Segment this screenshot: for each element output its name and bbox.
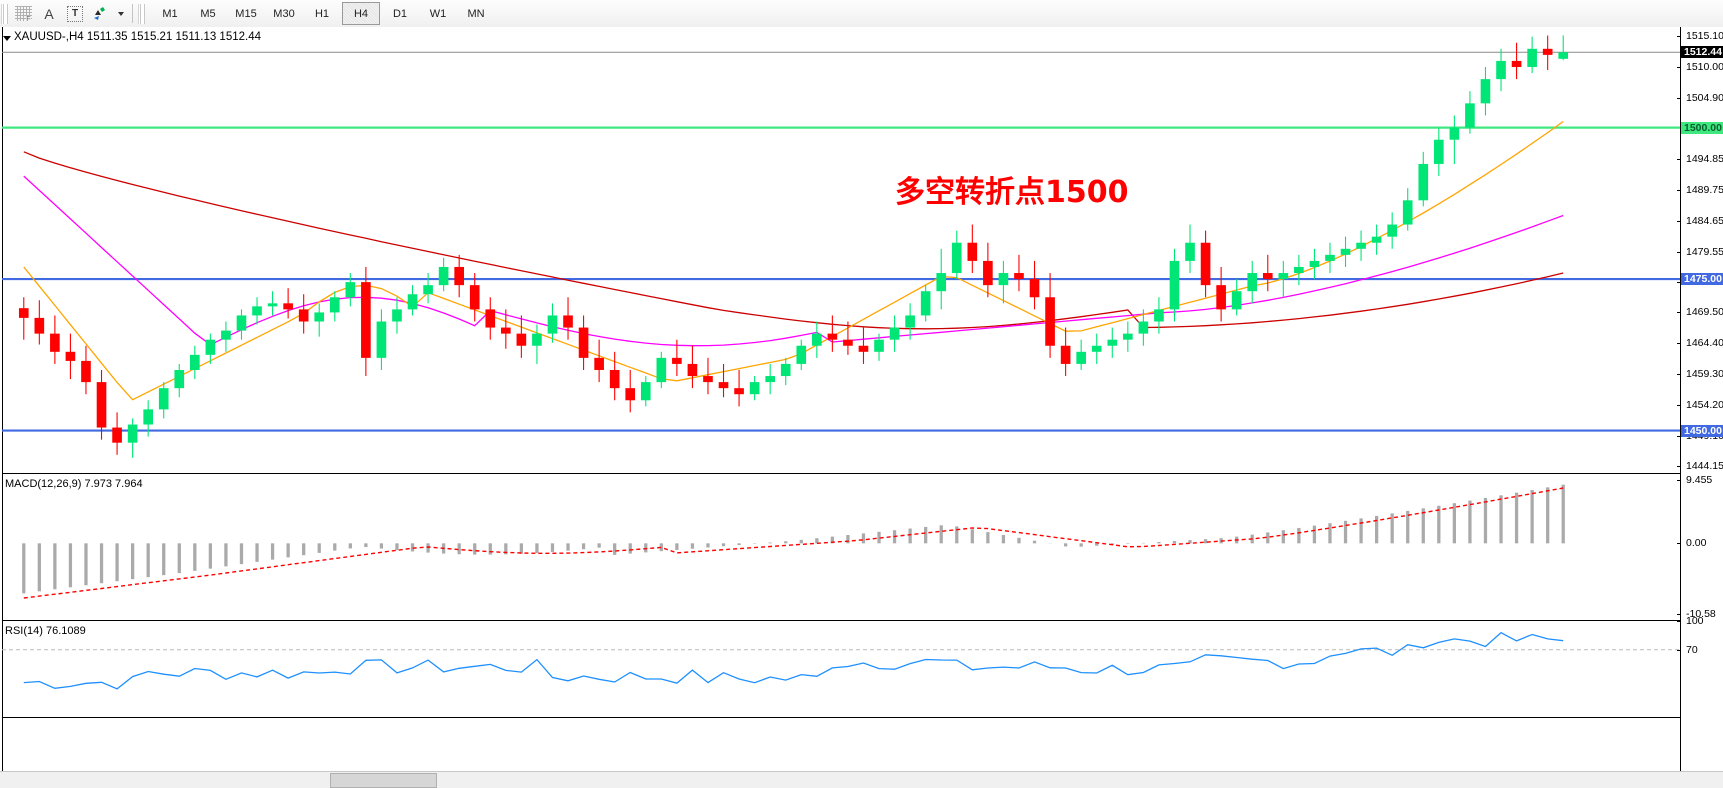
- timeframe-h1[interactable]: H1: [314, 7, 330, 20]
- timeframe-d1[interactable]: D1: [392, 7, 408, 20]
- scrollbar-thumb[interactable]: [330, 773, 437, 788]
- macd-pane-inner: [2, 474, 1681, 620]
- price-tag-black[interactable]: 1512.44: [1681, 46, 1723, 59]
- text-box-icon[interactable]: T: [62, 2, 88, 25]
- price-tick: 1444.15: [1677, 461, 1723, 472]
- price-tag-blue[interactable]: 1475.00: [1681, 273, 1723, 286]
- plot-frame: [2, 27, 1681, 772]
- shapes-dropdown-caret-icon[interactable]: [114, 2, 128, 25]
- toolbar-separator: [132, 4, 133, 23]
- timeframe-mn[interactable]: MN: [467, 7, 485, 20]
- rsi-indicator-label: RSI(14) 76.1089: [5, 625, 86, 637]
- price-pane-inner: [2, 27, 1681, 473]
- chart-annotation-text: 多空转折点1500: [895, 175, 1129, 210]
- timeframe-m1[interactable]: M1: [162, 7, 178, 20]
- macd-svg: [22, 484, 1565, 599]
- crosshair-grid-icon[interactable]: F: [10, 2, 36, 25]
- caret-glyph: [118, 11, 124, 16]
- chart-area[interactable]: XAUUSD-,H4 1511.35 1515.21 1511.13 1512.…: [0, 27, 1723, 788]
- price-tick: 1469.50: [1677, 307, 1723, 318]
- timeframe-group: M1 M5 M15 M30 H1 H4 D1 W1 MN: [151, 2, 495, 25]
- timeframe-m15[interactable]: M15: [235, 7, 257, 20]
- rsi-pane-inner: [2, 621, 1681, 717]
- horizontal-scrollbar[interactable]: [0, 771, 1723, 788]
- timeframe-w1[interactable]: W1: [429, 7, 447, 20]
- shapes-icon[interactable]: [88, 2, 114, 25]
- shapes-glyph: [94, 6, 105, 20]
- toolbar-grip-2[interactable]: [138, 3, 145, 24]
- main-toolbar: F A T M1 M5 M15 M30 H1 H4 D1 W1 MN: [0, 0, 1723, 28]
- price-axis[interactable]: 1515.10 1510.00 1504.90 1494.85 1489.75 1484.…: [1677, 27, 1723, 772]
- price-tick: 1459.30: [1677, 369, 1723, 380]
- timeframe-m30[interactable]: M30: [273, 7, 295, 20]
- price-tick: 1515.10: [1677, 31, 1723, 42]
- price-tick: 1494.85: [1677, 153, 1723, 165]
- timeframe-h4[interactable]: H4: [342, 2, 380, 25]
- price-tag-green[interactable]: 1500.00: [1681, 121, 1723, 134]
- text-label-icon[interactable]: A: [36, 2, 62, 25]
- macd-tick: 9.455: [1677, 475, 1723, 486]
- text-label-glyph: A: [44, 5, 54, 22]
- rsi-svg: [2, 631, 1681, 690]
- macd-tick: -10.58: [1677, 608, 1723, 620]
- price-tick: 1489.75: [1677, 184, 1723, 196]
- crosshair-grid-letter: F: [26, 16, 31, 23]
- macd-pane[interactable]: [2, 474, 1681, 621]
- symbol-collapse-caret-icon[interactable]: [3, 36, 11, 41]
- symbol-ohlc-label: XAUUSD-,H4 1511.35 1515.21 1511.13 1512.…: [14, 31, 262, 43]
- macd-indicator-label: MACD(12,26,9) 7.973 7.964: [5, 478, 143, 490]
- price-tick: 1464.40: [1677, 338, 1723, 349]
- price-tick: 1510.00: [1677, 61, 1723, 73]
- timeframe-m5[interactable]: M5: [200, 7, 216, 20]
- rsi-tick: 70: [1677, 644, 1723, 656]
- price-tick: 1504.90: [1677, 92, 1723, 104]
- price-pane[interactable]: [2, 27, 1681, 474]
- price-tick: 1454.20: [1677, 400, 1723, 411]
- toolbar-grip-1[interactable]: [1, 3, 8, 24]
- macd-tick: 0.00: [1677, 538, 1723, 549]
- crosshair-grid-glyph: F: [14, 6, 32, 23]
- price-candlestick-svg: [2, 35, 1681, 458]
- rsi-tick: 100: [1677, 616, 1723, 627]
- text-box-glyph: T: [67, 5, 83, 22]
- price-tick: 1479.55: [1677, 246, 1723, 258]
- price-tick: 1484.65: [1677, 215, 1723, 227]
- price-tag-blue[interactable]: 1450.00: [1681, 424, 1723, 437]
- rsi-pane[interactable]: [2, 621, 1681, 718]
